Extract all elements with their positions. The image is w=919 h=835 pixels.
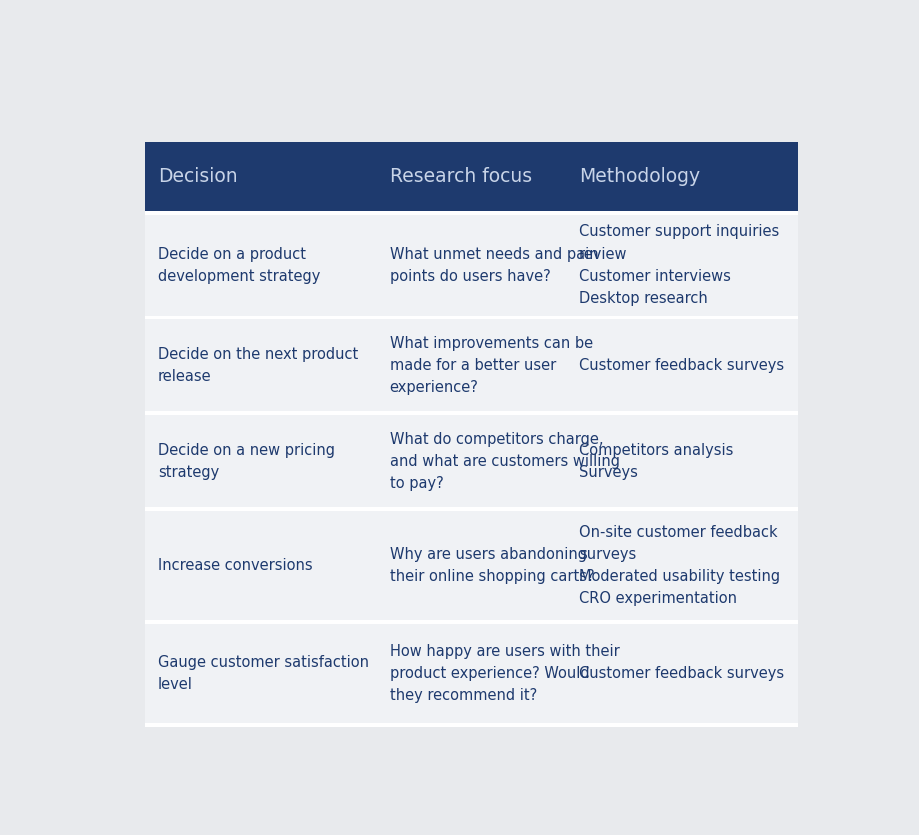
Text: Customer support inquiries
review
Customer interviews
Desktop research: Customer support inquiries review Custom… [578, 225, 778, 306]
Text: Decide on a product
development strategy: Decide on a product development strategy [158, 246, 320, 284]
FancyBboxPatch shape [145, 142, 797, 727]
Text: Competitors analysis
Surveys: Competitors analysis Surveys [578, 443, 732, 480]
Text: What improvements can be
made for a better user
experience?: What improvements can be made for a bett… [390, 336, 592, 395]
Text: Customer feedback surveys: Customer feedback surveys [578, 358, 783, 373]
Text: On-site customer feedback
surveys
Moderated usability testing
CRO experimentatio: On-site customer feedback surveys Modera… [578, 524, 779, 606]
Text: Decide on a new pricing
strategy: Decide on a new pricing strategy [158, 443, 335, 480]
Text: Customer feedback surveys: Customer feedback surveys [578, 666, 783, 681]
FancyBboxPatch shape [145, 624, 797, 723]
Text: Decide on the next product
release: Decide on the next product release [158, 347, 357, 384]
FancyBboxPatch shape [145, 142, 797, 211]
Text: Research focus: Research focus [390, 167, 531, 186]
FancyBboxPatch shape [145, 320, 797, 412]
FancyBboxPatch shape [145, 511, 797, 620]
Text: How happy are users with their
product experience? Would
they recommend it?: How happy are users with their product e… [390, 644, 618, 703]
Text: Increase conversions: Increase conversions [158, 558, 312, 573]
Text: What do competitors charge,
and what are customers willing
to pay?: What do competitors charge, and what are… [390, 432, 619, 491]
Text: What unmet needs and pain
points do users have?: What unmet needs and pain points do user… [390, 246, 597, 284]
Text: Gauge customer satisfaction
level: Gauge customer satisfaction level [158, 655, 369, 692]
FancyBboxPatch shape [145, 215, 797, 316]
Text: Why are users abandoning
their online shopping carts?: Why are users abandoning their online sh… [390, 547, 594, 584]
Text: Decision: Decision [158, 167, 237, 186]
Text: Methodology: Methodology [578, 167, 699, 186]
FancyBboxPatch shape [145, 415, 797, 508]
